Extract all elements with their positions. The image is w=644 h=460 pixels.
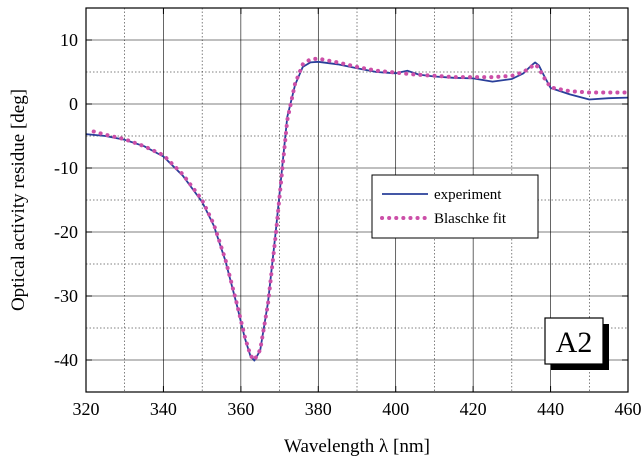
panel-label-box: [544, 317, 604, 365]
x-axis-label: Wavelength λ [nm]: [284, 436, 430, 457]
legend-label-experiment: experiment: [434, 187, 502, 203]
x-tick-label: 460: [615, 399, 642, 419]
legend-box: [371, 174, 539, 239]
series-layer: [85, 56, 630, 362]
x-tick-label: 440: [537, 399, 564, 419]
y-tick-label: -40: [54, 350, 78, 370]
y-tick-label: -20: [54, 222, 78, 242]
x-tick-label: 360: [227, 399, 254, 419]
legend: experiment Blaschke fit: [371, 174, 539, 239]
x-tick-label: 320: [73, 399, 100, 419]
panel-label: A2: [544, 317, 609, 370]
y-tick-label: -10: [54, 158, 78, 178]
series-line-blaschke-fit: [91, 56, 630, 362]
x-tick-label: 400: [382, 399, 409, 419]
x-tick-label: 420: [460, 399, 487, 419]
x-tick-label: 340: [150, 399, 177, 419]
y-axis-label: Optical activity residue [deg]: [8, 89, 29, 311]
x-tick-label: 380: [305, 399, 332, 419]
y-tick-label: 0: [69, 94, 78, 114]
ticks: [85, 8, 629, 392]
y-tick-label: -30: [54, 286, 78, 306]
panel-label-text: A2: [556, 326, 593, 359]
y-tick-label: 10: [60, 30, 78, 50]
tick-labels: 320 340 360 380 400 420 440 460 -40 -30 -20 -10 0 10: [54, 30, 642, 419]
plot-frame: [85, 7, 629, 393]
grid: [86, 8, 628, 392]
legend-label-blaschke-fit: Blaschke fit: [434, 211, 507, 227]
